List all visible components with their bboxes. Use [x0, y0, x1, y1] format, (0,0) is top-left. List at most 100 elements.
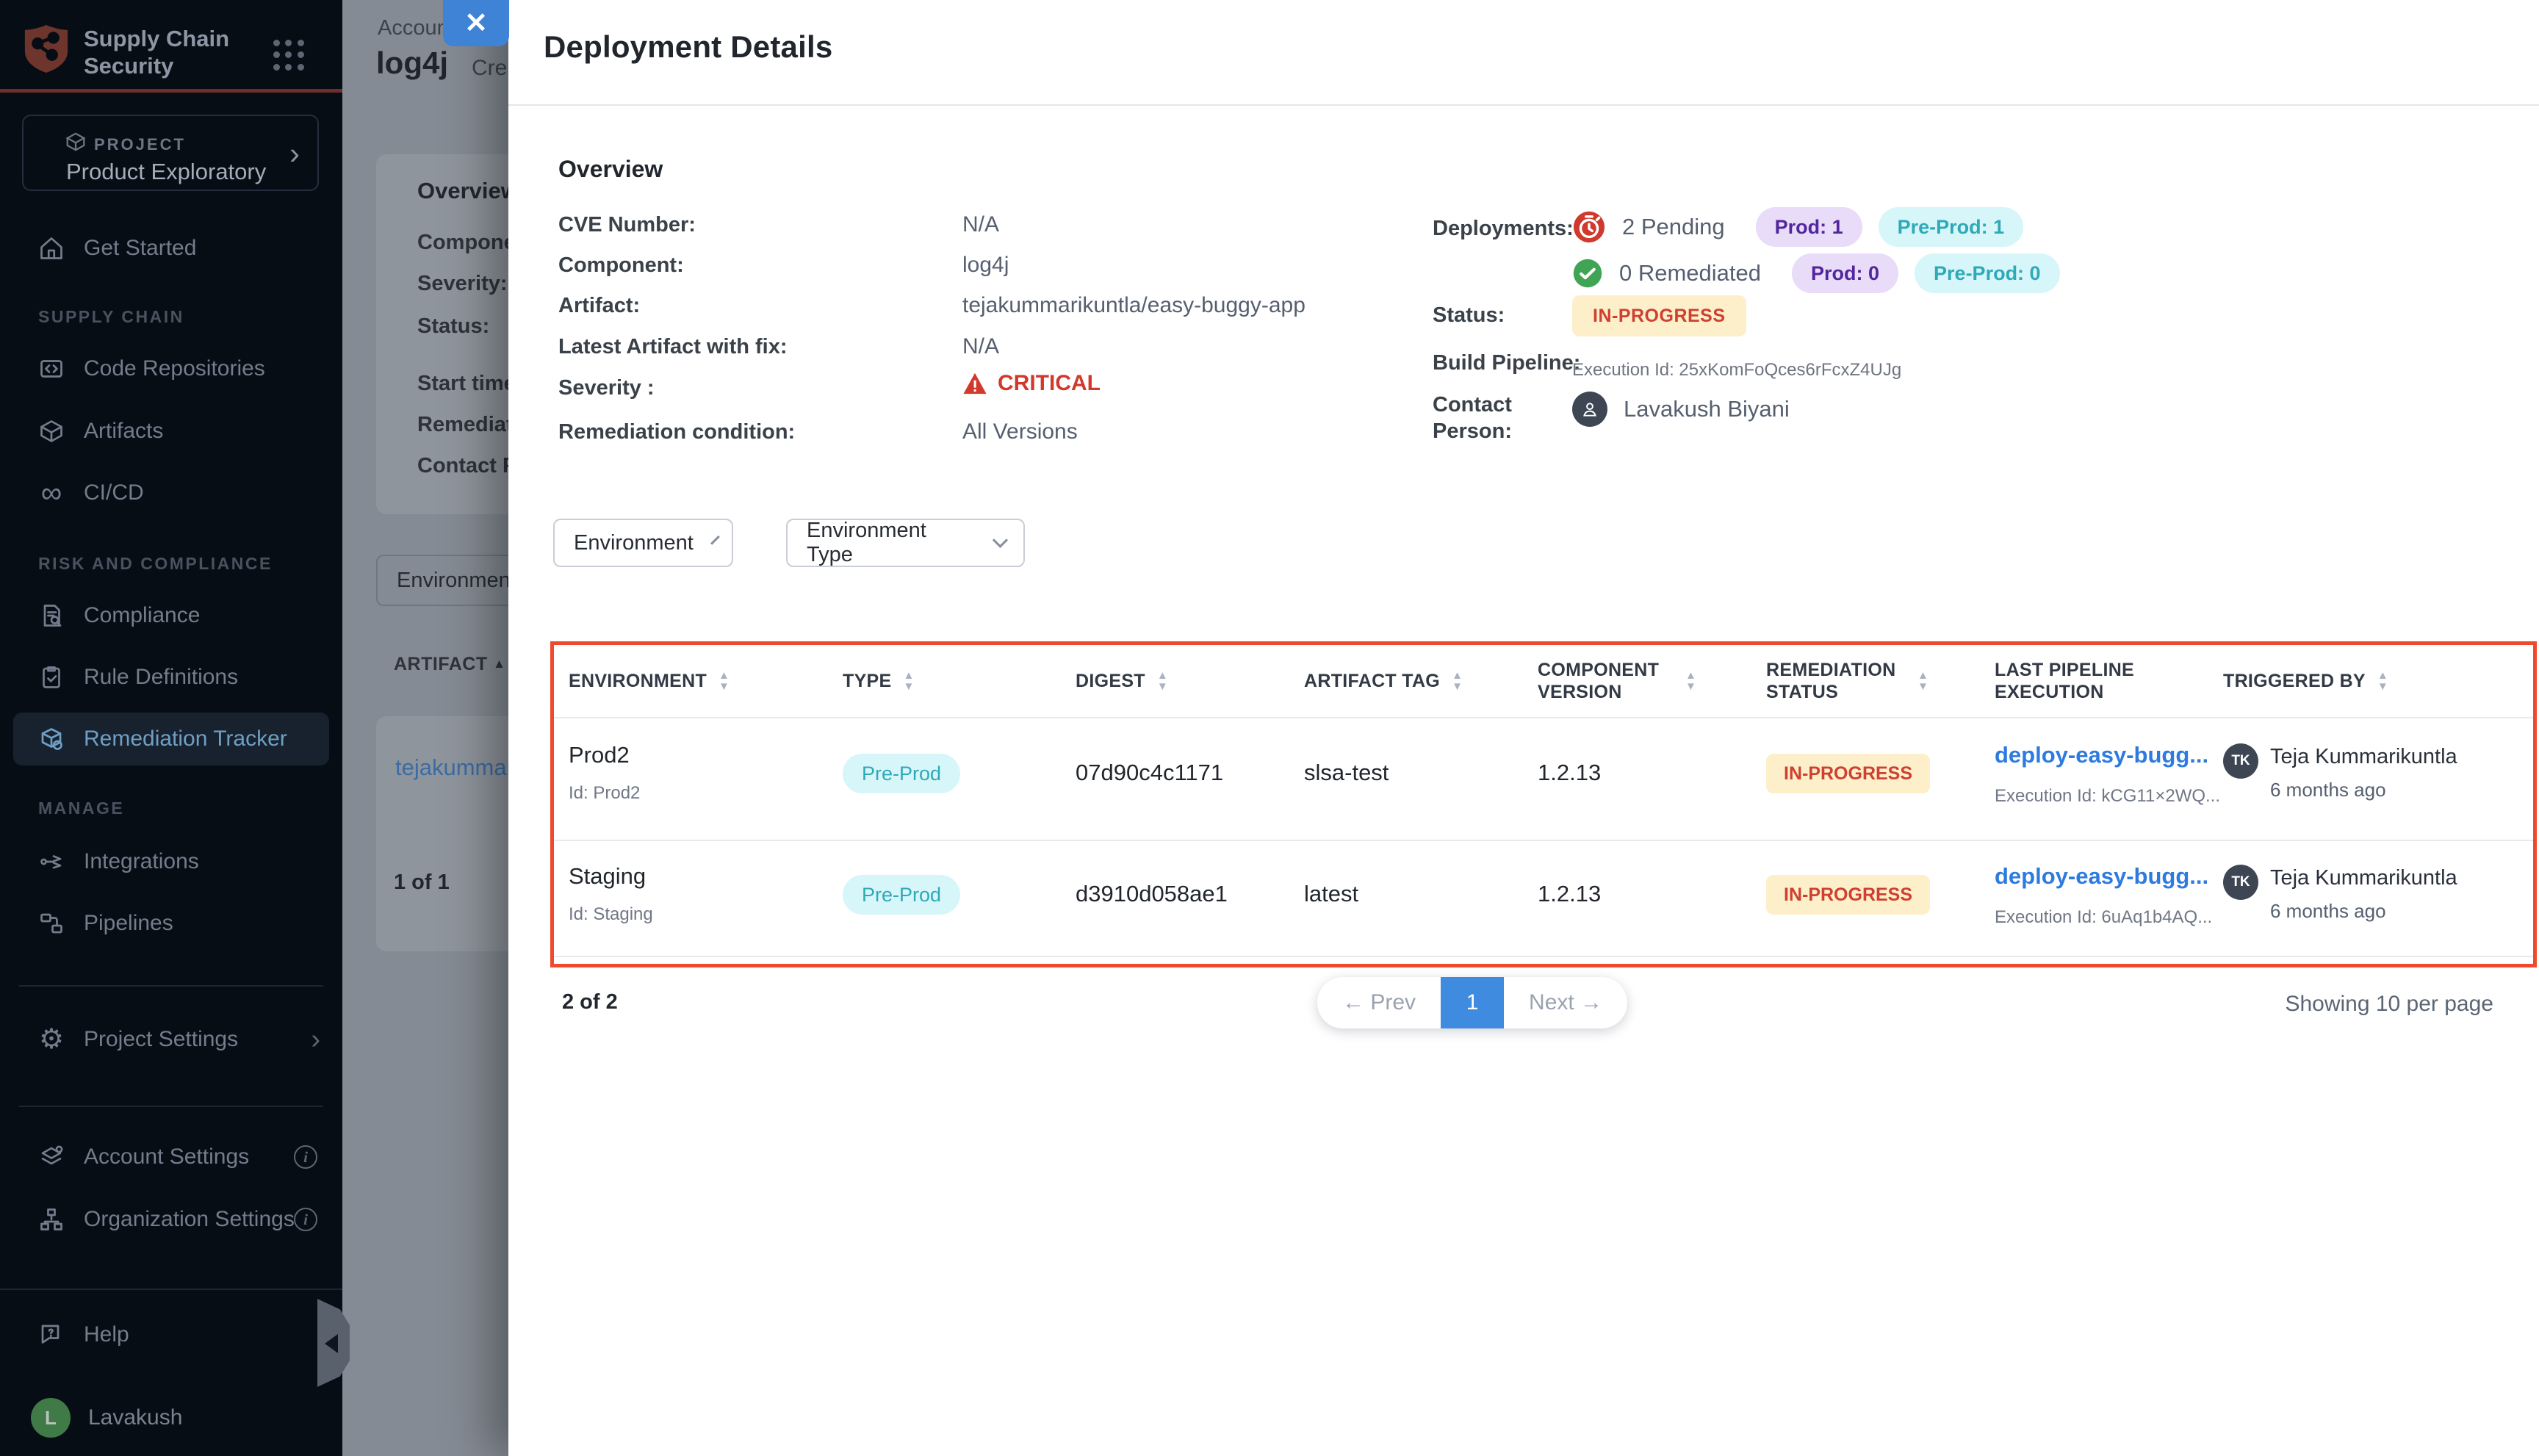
deployments-pending-row: 2 Pending Prod: 1 Pre-Prod: 1: [1572, 207, 2024, 247]
pipeline-link[interactable]: deploy-easy-bugg...: [1995, 742, 2209, 768]
app-logo-shield-icon: [22, 24, 71, 73]
sidebar-item-organization-settings[interactable]: Organization Settings i: [0, 1193, 342, 1246]
person-avatar-icon: [1572, 392, 1607, 427]
remediation-status-badge: IN-PROGRESS: [1766, 875, 1931, 915]
cell-environment-id: Id: Prod2: [569, 783, 641, 803]
tab-overview[interactable]: Overview: [417, 178, 519, 203]
field-value-latest-artifact: N/A: [962, 334, 1000, 358]
field-label-remediation-condition: Remediation condition:: [558, 420, 796, 444]
sidebar-divider: [19, 985, 323, 987]
close-icon: ✕: [464, 7, 488, 39]
chevron-right-icon: ›: [311, 1023, 320, 1055]
contact-person-label-line2: Person:: [1433, 419, 1512, 443]
remediated-count: 0 Remediated: [1619, 260, 1762, 286]
column-header-environment[interactable]: ENVIRONMENT ▲ ▼: [569, 669, 730, 693]
code-repository-icon: [38, 356, 65, 382]
field-value-artifact: tejakummarikuntla/easy-buggy-app: [962, 293, 1305, 317]
column-header-type[interactable]: TYPE ▲ ▼: [843, 669, 915, 693]
sidebar-item-cicd[interactable]: ∞ CI/CD: [0, 466, 342, 519]
column-header-triggered-by[interactable]: TRIGGERED BY ▲ ▼: [2223, 669, 2389, 693]
sidebar-item-remediation-tracker[interactable]: Remediation Tracker: [13, 713, 329, 765]
sort-icon[interactable]: ▲ ▼: [1917, 669, 1929, 693]
close-button[interactable]: ✕: [443, 0, 509, 46]
triggered-by-name: Teja Kummarikuntla: [2270, 866, 2457, 890]
sort-icon[interactable]: ▲ ▼: [1685, 669, 1697, 693]
status-label: Status:: [1433, 303, 1505, 327]
sidebar-item-rule-definitions[interactable]: Rule Definitions: [0, 651, 342, 704]
column-header-last-pipeline-execution[interactable]: LAST PIPELINE EXECUTION: [1995, 660, 2135, 702]
chevron-down-icon: [710, 535, 720, 545]
prev-page-button[interactable]: ← Prev: [1342, 990, 1416, 1014]
background-pagination: 1 of 1: [394, 871, 450, 894]
home-icon: [38, 235, 65, 262]
field-label-component: Component:: [558, 253, 684, 277]
triggered-by-time: 6 months ago: [2270, 900, 2386, 922]
sort-icon[interactable]: ▲ ▼: [719, 669, 730, 693]
contact-person-label-line1: Contact: [1433, 393, 1512, 417]
sidebar-item-get-started[interactable]: Get Started: [0, 222, 342, 275]
sidebar-item-compliance[interactable]: Compliance: [0, 589, 342, 642]
sidebar-accent-divider: [0, 89, 342, 93]
deployments-table: ENVIRONMENT ▲ ▼ TYPE ▲ ▼ DIGEST ▲ ▼ ARTIFACT T…: [550, 641, 2537, 967]
background-artifact-link[interactable]: tejakummar: [395, 754, 514, 780]
sidebar: Supply Chain Security PROJECT Product Ex…: [0, 0, 342, 1456]
sidebar-item-integrations[interactable]: Integrations: [0, 835, 342, 888]
project-kicker: PROJECT: [94, 135, 186, 154]
avatar: TK: [2223, 865, 2258, 900]
pagination: ← Prev 1 Next →: [1317, 977, 1628, 1028]
sidebar-section-manage: MANAGE: [38, 799, 125, 818]
environment-type-filter-dropdown[interactable]: Environment Type: [786, 519, 1025, 567]
contact-person-value: Lavakush Biyani: [1572, 392, 1790, 427]
avatar: TK: [2223, 743, 2258, 779]
deployments-remediated-row: 0 Remediated Prod: 0 Pre-Prod: 0: [1572, 253, 2060, 293]
sort-icon[interactable]: ▲ ▼: [1156, 669, 1169, 693]
sort-icon[interactable]: ▲ ▼: [1452, 669, 1463, 693]
contact-person-name: Lavakush Biyani: [1624, 396, 1790, 422]
sidebar-item-pipelines[interactable]: Pipelines: [0, 897, 342, 950]
sidebar-user[interactable]: L Lavakush: [0, 1391, 342, 1444]
prod-badge: Prod: 1: [1755, 207, 1862, 247]
app-switcher-grid-icon[interactable]: [273, 40, 304, 71]
column-header-component-version[interactable]: COMPONENT VERSION ▲ ▼: [1538, 660, 1697, 702]
cell-digest: d3910d058ae1: [1076, 881, 1228, 907]
column-header-artifact-tag[interactable]: ARTIFACT TAG ▲ ▼: [1304, 669, 1463, 693]
environment-filter-dropdown[interactable]: Environment: [553, 519, 733, 567]
check-circle-icon: [1572, 258, 1603, 289]
cell-environment: Prod2: [569, 742, 630, 768]
triggered-by-name: Teja Kummarikuntla: [2270, 745, 2457, 768]
field-label-severity: Severity :: [558, 376, 655, 400]
project-selector[interactable]: PROJECT Product Exploratory ›: [22, 115, 319, 191]
cell-artifact-tag: latest: [1304, 881, 1359, 907]
status-badge: IN-PROGRESS: [1572, 295, 1746, 336]
modal-title: Deployment Details: [544, 29, 833, 64]
sidebar-item-help[interactable]: Help: [0, 1308, 342, 1361]
pending-count: 2 Pending: [1622, 214, 1725, 239]
next-page-button[interactable]: Next →: [1529, 990, 1603, 1014]
sort-icon[interactable]: ▲ ▼: [903, 669, 915, 693]
cell-component-version: 1.2.13: [1538, 760, 1602, 785]
page-1-button[interactable]: 1: [1441, 977, 1505, 1028]
table-row[interactable]: Prod2 Id: Prod2 Pre-Prod 07d90c4c1171 sl…: [554, 717, 2533, 840]
project-cube-icon: [65, 131, 87, 153]
background-artifact-column[interactable]: ARTIFACT ▲: [394, 654, 506, 674]
field-value-cve: N/A: [962, 212, 1000, 237]
column-header-remediation-status[interactable]: REMEDIATION STATUS ▲ ▼: [1766, 660, 1929, 702]
pipeline-execution-id: Execution Id: 6uAq1b4AQ...: [1995, 907, 2213, 927]
account-layers-icon: [38, 1144, 65, 1170]
sidebar-divider: [0, 1289, 342, 1290]
sidebar-item-project-settings[interactable]: ⚙ Project Settings ›: [38, 1023, 320, 1055]
prod-badge: Prod: 0: [1792, 253, 1899, 293]
column-header-digest[interactable]: DIGEST ▲ ▼: [1076, 669, 1169, 693]
info-icon: i: [294, 1145, 317, 1169]
modal-header-divider: [508, 104, 2539, 106]
sort-icon[interactable]: ▲ ▼: [2377, 669, 2389, 693]
sidebar-item-artifacts[interactable]: Artifacts: [0, 405, 342, 458]
type-badge: Pre-Prod: [843, 875, 961, 915]
sidebar-item-code-repositories[interactable]: Code Repositories: [0, 342, 342, 395]
warning-triangle-icon: [962, 372, 987, 395]
table-row[interactable]: Staging Id: Staging Pre-Prod d3910d058ae…: [554, 840, 2533, 957]
pipeline-link[interactable]: deploy-easy-bugg...: [1995, 863, 2209, 889]
sidebar-item-account-settings[interactable]: Account Settings i: [0, 1131, 342, 1183]
infinity-icon: ∞: [40, 477, 62, 509]
